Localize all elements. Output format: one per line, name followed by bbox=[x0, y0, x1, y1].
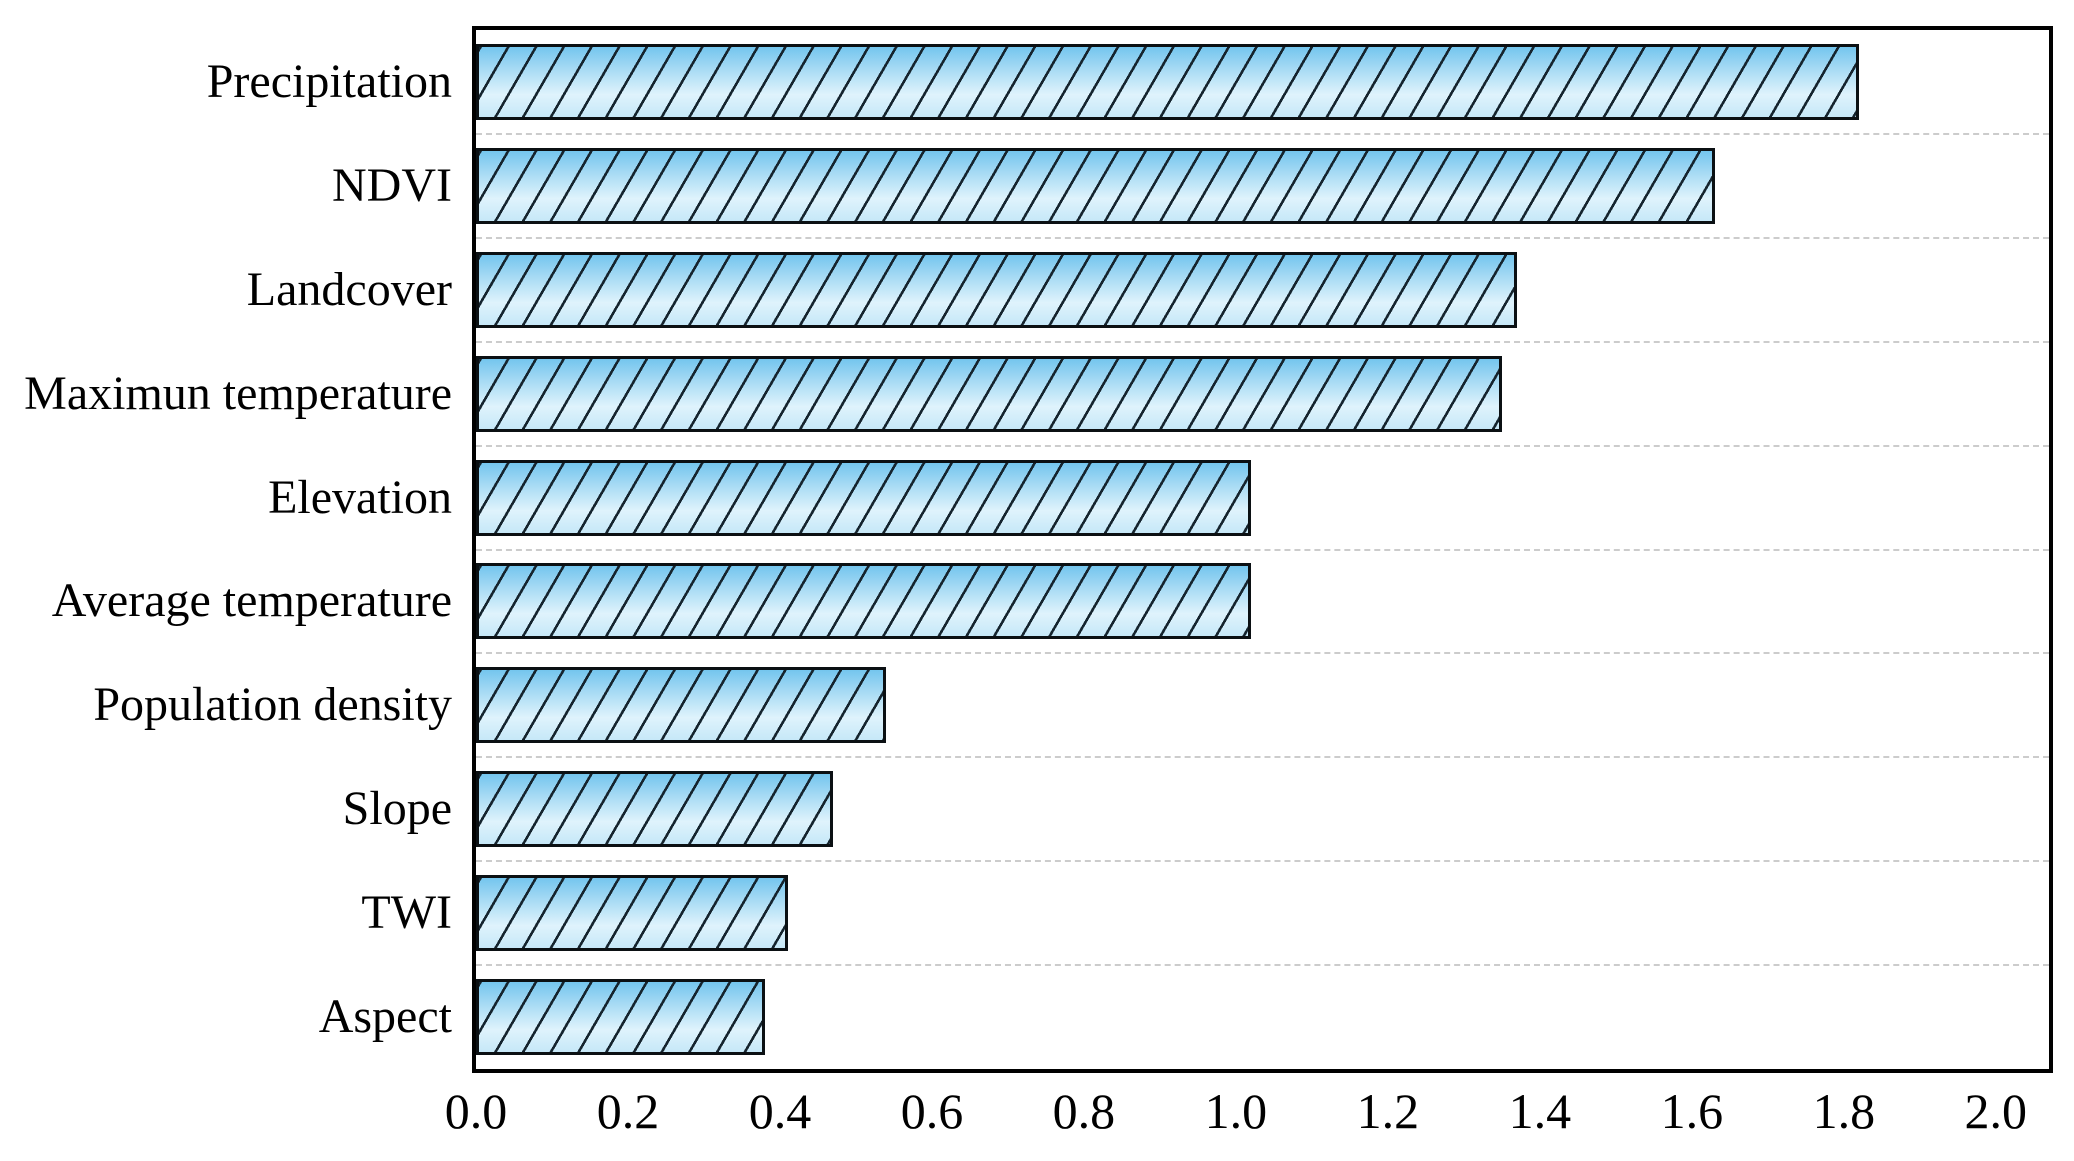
category-label-average-temperature: Average temperature bbox=[51, 574, 452, 628]
bar-landcover bbox=[476, 251, 1518, 328]
bar-aspect bbox=[476, 979, 765, 1056]
gridline bbox=[476, 548, 2049, 551]
bar-precipitation bbox=[476, 43, 1860, 120]
gridline bbox=[476, 756, 2049, 759]
bar-elevation bbox=[476, 459, 1252, 536]
bar-population-density bbox=[476, 667, 887, 744]
plot-area bbox=[472, 26, 2053, 1073]
category-label-precipitation: Precipitation bbox=[206, 54, 452, 108]
gridline bbox=[476, 444, 2049, 447]
category-label-slope: Slope bbox=[342, 782, 452, 836]
bar-average-temperature bbox=[476, 563, 1252, 640]
gridline bbox=[476, 236, 2049, 239]
x-tick-label-1.6: 1.6 bbox=[1660, 1083, 1724, 1139]
category-label-twi: TWI bbox=[361, 886, 452, 940]
x-axis-tick-labels: 0.0 0.2 0.4 0.6 0.8 1.0 1.2 1.4 1.6 1.8 2.0 bbox=[445, 1083, 2049, 1156]
bar-slope bbox=[476, 771, 834, 848]
gridline bbox=[476, 132, 2049, 135]
category-label-population-density: Population density bbox=[93, 678, 452, 732]
bar-ndvi bbox=[476, 147, 1715, 224]
x-tick-label-1.2: 1.2 bbox=[1356, 1083, 1420, 1139]
x-tick-label-1.4: 1.4 bbox=[1508, 1083, 1572, 1139]
x-tick-label-2.0: 2.0 bbox=[1964, 1083, 2028, 1139]
category-label-ndvi: NDVI bbox=[332, 158, 452, 212]
x-tick-label-0.6: 0.6 bbox=[900, 1083, 964, 1139]
x-tick-label-0.8: 0.8 bbox=[1052, 1083, 1116, 1139]
category-label-aspect: Aspect bbox=[318, 990, 452, 1044]
category-label-maximun-temperature: Maximun temperature bbox=[24, 366, 452, 420]
gridline bbox=[476, 860, 2049, 863]
x-tick-label-0.4: 0.4 bbox=[748, 1083, 812, 1139]
gridline bbox=[476, 340, 2049, 343]
x-tick-label-0.2: 0.2 bbox=[596, 1083, 660, 1139]
y-axis-category-labels: Precipitation NDVI Landcover Maximun temper… bbox=[0, 26, 452, 1073]
category-label-elevation: Elevation bbox=[268, 470, 452, 524]
bar-twi bbox=[476, 875, 788, 952]
x-tick-label-0.0: 0.0 bbox=[444, 1083, 508, 1139]
category-label-landcover: Landcover bbox=[246, 262, 452, 316]
x-tick-label-1.8: 1.8 bbox=[1812, 1083, 1876, 1139]
gridline bbox=[476, 964, 2049, 967]
bar-maximun-temperature bbox=[476, 355, 1502, 432]
x-tick-label-1.0: 1.0 bbox=[1204, 1083, 1268, 1139]
gridline bbox=[476, 652, 2049, 655]
